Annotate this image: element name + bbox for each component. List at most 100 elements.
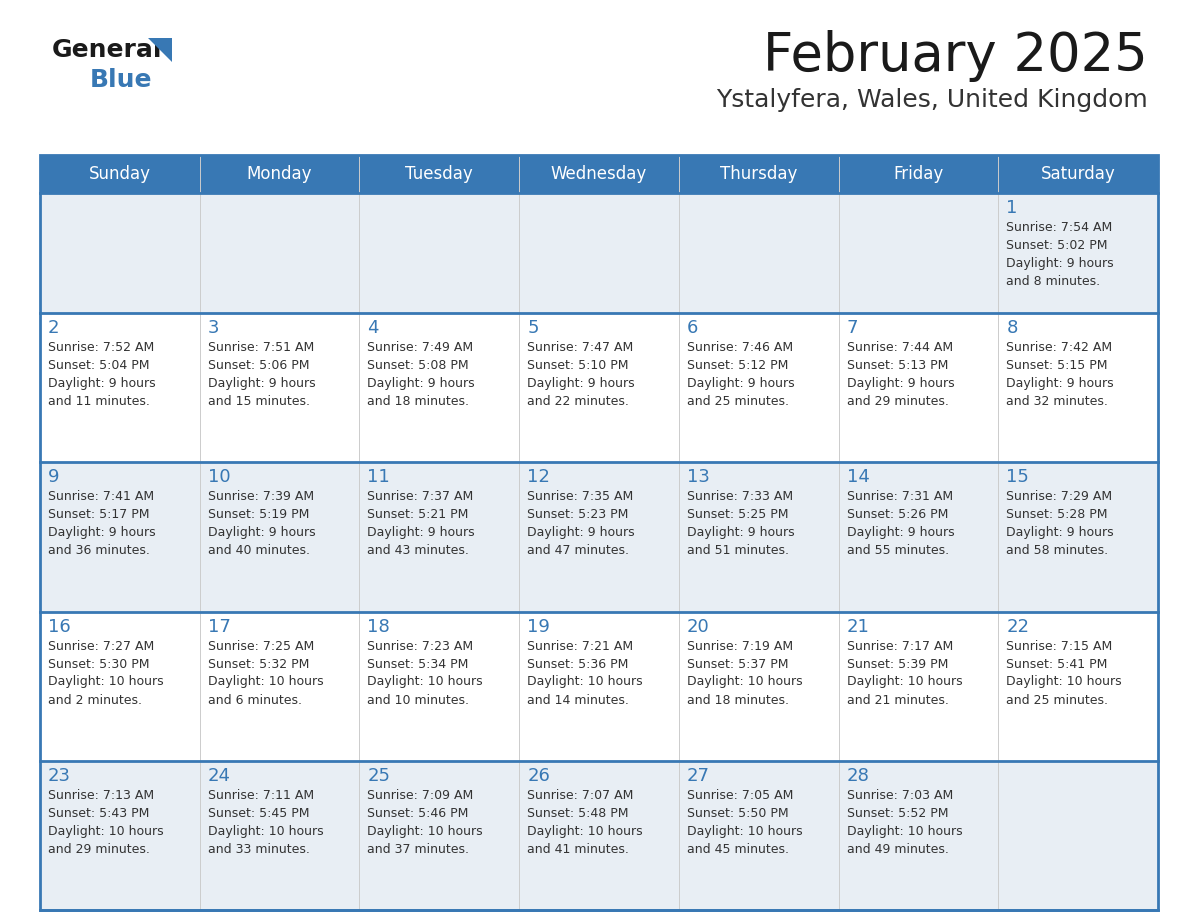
Text: Friday: Friday	[893, 165, 943, 183]
Text: 18: 18	[367, 618, 390, 635]
Text: Sunrise: 7:05 AM: Sunrise: 7:05 AM	[687, 789, 794, 801]
Text: 28: 28	[847, 767, 870, 785]
Text: Daylight: 10 hours: Daylight: 10 hours	[208, 676, 323, 688]
Text: 24: 24	[208, 767, 230, 785]
Text: Sunrise: 7:31 AM: Sunrise: 7:31 AM	[847, 490, 953, 503]
Bar	[40, 155, 1158, 910]
Text: Sunset: 5:26 PM: Sunset: 5:26 PM	[847, 509, 948, 521]
Text: Sunset: 5:46 PM: Sunset: 5:46 PM	[367, 807, 469, 820]
Text: Sunset: 5:43 PM: Sunset: 5:43 PM	[48, 807, 150, 820]
Text: Sunset: 5:39 PM: Sunset: 5:39 PM	[847, 657, 948, 670]
Text: Sunset: 5:21 PM: Sunset: 5:21 PM	[367, 509, 469, 521]
Text: 7: 7	[847, 319, 858, 337]
Text: Daylight: 10 hours: Daylight: 10 hours	[847, 824, 962, 838]
Bar	[40, 193, 1158, 313]
Text: Daylight: 9 hours: Daylight: 9 hours	[1006, 377, 1114, 390]
Text: 4: 4	[367, 319, 379, 337]
Text: 14: 14	[847, 468, 870, 487]
Text: Daylight: 9 hours: Daylight: 9 hours	[527, 526, 634, 539]
Text: Daylight: 9 hours: Daylight: 9 hours	[367, 377, 475, 390]
Text: and 10 minutes.: and 10 minutes.	[367, 693, 469, 707]
Text: Sunset: 5:02 PM: Sunset: 5:02 PM	[1006, 239, 1107, 252]
Bar	[40, 611, 1158, 761]
Text: February 2025: February 2025	[763, 30, 1148, 82]
Text: Daylight: 10 hours: Daylight: 10 hours	[48, 824, 164, 838]
Text: Daylight: 10 hours: Daylight: 10 hours	[1006, 676, 1121, 688]
Text: Daylight: 9 hours: Daylight: 9 hours	[847, 377, 954, 390]
Text: 20: 20	[687, 618, 709, 635]
Text: Sunset: 5:37 PM: Sunset: 5:37 PM	[687, 657, 789, 670]
Text: and 36 minutes.: and 36 minutes.	[48, 544, 150, 557]
Text: Sunrise: 7:19 AM: Sunrise: 7:19 AM	[687, 640, 792, 653]
Text: Daylight: 9 hours: Daylight: 9 hours	[48, 526, 156, 539]
Text: and 33 minutes.: and 33 minutes.	[208, 843, 310, 856]
Text: Tuesday: Tuesday	[405, 165, 473, 183]
Text: and 29 minutes.: and 29 minutes.	[847, 395, 948, 408]
Text: and 37 minutes.: and 37 minutes.	[367, 843, 469, 856]
Text: Daylight: 9 hours: Daylight: 9 hours	[367, 526, 475, 539]
Text: and 45 minutes.: and 45 minutes.	[687, 843, 789, 856]
Text: Daylight: 10 hours: Daylight: 10 hours	[687, 824, 802, 838]
Text: Sunset: 5:36 PM: Sunset: 5:36 PM	[527, 657, 628, 670]
Text: Sunset: 5:19 PM: Sunset: 5:19 PM	[208, 509, 309, 521]
Text: 22: 22	[1006, 618, 1029, 635]
Text: Sunrise: 7:09 AM: Sunrise: 7:09 AM	[367, 789, 474, 801]
Text: Sunrise: 7:33 AM: Sunrise: 7:33 AM	[687, 490, 792, 503]
Text: Daylight: 10 hours: Daylight: 10 hours	[527, 676, 643, 688]
Text: Sunset: 5:30 PM: Sunset: 5:30 PM	[48, 657, 150, 670]
Text: and 11 minutes.: and 11 minutes.	[48, 395, 150, 408]
Text: 8: 8	[1006, 319, 1018, 337]
Text: Sunset: 5:50 PM: Sunset: 5:50 PM	[687, 807, 789, 820]
Text: Saturday: Saturday	[1041, 165, 1116, 183]
Text: 2: 2	[48, 319, 59, 337]
Text: 27: 27	[687, 767, 710, 785]
Text: Sunrise: 7:41 AM: Sunrise: 7:41 AM	[48, 490, 154, 503]
Text: Daylight: 10 hours: Daylight: 10 hours	[847, 676, 962, 688]
Text: Sunrise: 7:13 AM: Sunrise: 7:13 AM	[48, 789, 154, 801]
Text: Sunset: 5:25 PM: Sunset: 5:25 PM	[687, 509, 789, 521]
Text: Sunrise: 7:42 AM: Sunrise: 7:42 AM	[1006, 341, 1112, 354]
Text: 6: 6	[687, 319, 699, 337]
Text: and 18 minutes.: and 18 minutes.	[687, 693, 789, 707]
Text: 10: 10	[208, 468, 230, 487]
Text: Daylight: 10 hours: Daylight: 10 hours	[687, 676, 802, 688]
Text: and 41 minutes.: and 41 minutes.	[527, 843, 628, 856]
Text: Daylight: 9 hours: Daylight: 9 hours	[1006, 257, 1114, 270]
Text: Daylight: 9 hours: Daylight: 9 hours	[48, 377, 156, 390]
Text: Sunrise: 7:15 AM: Sunrise: 7:15 AM	[1006, 640, 1112, 653]
Text: Daylight: 9 hours: Daylight: 9 hours	[847, 526, 954, 539]
Text: and 51 minutes.: and 51 minutes.	[687, 544, 789, 557]
Text: 17: 17	[208, 618, 230, 635]
Bar	[40, 155, 1158, 193]
Text: 25: 25	[367, 767, 391, 785]
Text: and 25 minutes.: and 25 minutes.	[1006, 693, 1108, 707]
Text: General: General	[52, 38, 163, 62]
Text: and 6 minutes.: and 6 minutes.	[208, 693, 302, 707]
Text: 1: 1	[1006, 199, 1018, 217]
Text: 21: 21	[847, 618, 870, 635]
Text: Sunrise: 7:47 AM: Sunrise: 7:47 AM	[527, 341, 633, 354]
Text: and 58 minutes.: and 58 minutes.	[1006, 544, 1108, 557]
Bar	[40, 463, 1158, 611]
Text: 12: 12	[527, 468, 550, 487]
Text: Sunrise: 7:54 AM: Sunrise: 7:54 AM	[1006, 221, 1112, 234]
Text: Sunset: 5:48 PM: Sunset: 5:48 PM	[527, 807, 628, 820]
Text: Blue: Blue	[90, 68, 152, 92]
Text: Sunset: 5:41 PM: Sunset: 5:41 PM	[1006, 657, 1107, 670]
Bar	[40, 761, 1158, 910]
Text: Sunrise: 7:25 AM: Sunrise: 7:25 AM	[208, 640, 314, 653]
Text: Daylight: 10 hours: Daylight: 10 hours	[527, 824, 643, 838]
Text: Sunrise: 7:37 AM: Sunrise: 7:37 AM	[367, 490, 474, 503]
Text: 9: 9	[48, 468, 59, 487]
Text: and 15 minutes.: and 15 minutes.	[208, 395, 310, 408]
Text: Daylight: 9 hours: Daylight: 9 hours	[527, 377, 634, 390]
Text: Sunrise: 7:51 AM: Sunrise: 7:51 AM	[208, 341, 314, 354]
Text: 16: 16	[48, 618, 71, 635]
Text: Sunset: 5:10 PM: Sunset: 5:10 PM	[527, 359, 628, 372]
Text: Sunrise: 7:46 AM: Sunrise: 7:46 AM	[687, 341, 792, 354]
Text: and 49 minutes.: and 49 minutes.	[847, 843, 948, 856]
Text: Monday: Monday	[247, 165, 312, 183]
Text: and 55 minutes.: and 55 minutes.	[847, 544, 949, 557]
Text: Sunset: 5:08 PM: Sunset: 5:08 PM	[367, 359, 469, 372]
Text: 15: 15	[1006, 468, 1029, 487]
